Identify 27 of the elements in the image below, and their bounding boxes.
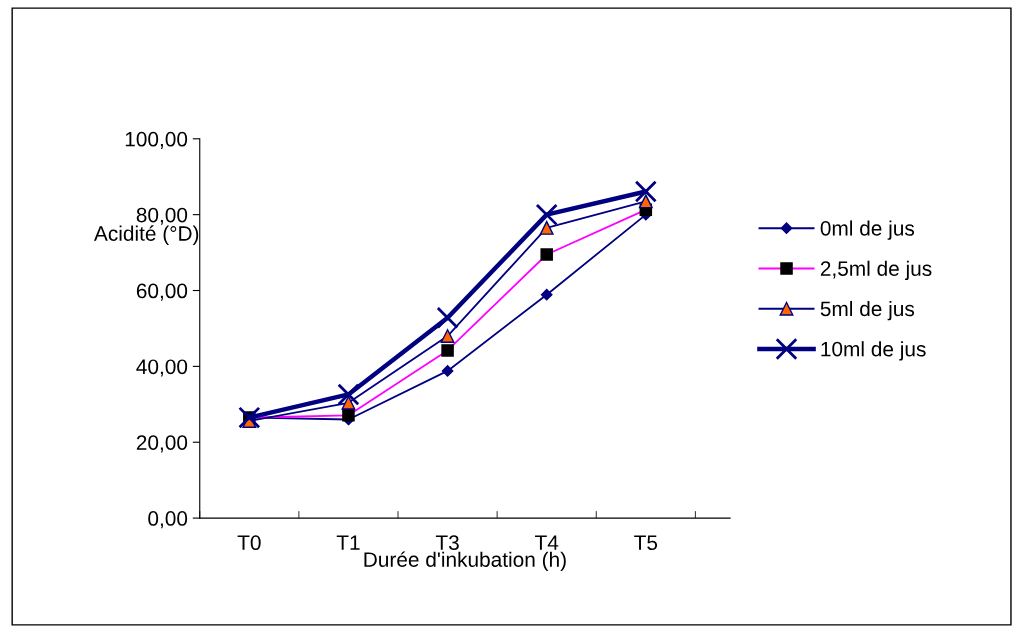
y-axis-title: Acidité (°D) [93, 225, 199, 245]
x-tick-label: T1 [336, 535, 360, 550]
point [441, 365, 454, 377]
x-tick-label: T5 [634, 535, 658, 551]
x-tick-label: T4 [535, 535, 559, 550]
y-tick-label: 40,00 [136, 359, 188, 377]
legend-label: 2,5ml de jus [820, 260, 932, 281]
point [440, 329, 455, 343]
y-tick-label: 20,00 [136, 435, 188, 453]
x-tick-label: T3 [435, 535, 459, 551]
y-tick-label: 60,00 [136, 283, 188, 301]
point [238, 406, 261, 429]
y-tick-label: 0,00 [148, 511, 188, 529]
x-tick-label: T0 [237, 535, 261, 551]
point [337, 383, 360, 406]
legend-label: 0ml de jus [820, 220, 915, 240]
point [540, 288, 553, 301]
legend-label: 10ml de jus [821, 341, 926, 361]
point [341, 395, 356, 410]
y-tick-label: 80,00 [136, 207, 188, 225]
point [634, 180, 657, 203]
point [638, 194, 653, 209]
point [535, 203, 558, 226]
legend-label: 5ml de jus [820, 300, 915, 321]
x-axis-title: Durée d'inkubation (h) [364, 551, 566, 572]
y-tick-label: 100,00 [125, 131, 188, 149]
point [539, 220, 554, 235]
